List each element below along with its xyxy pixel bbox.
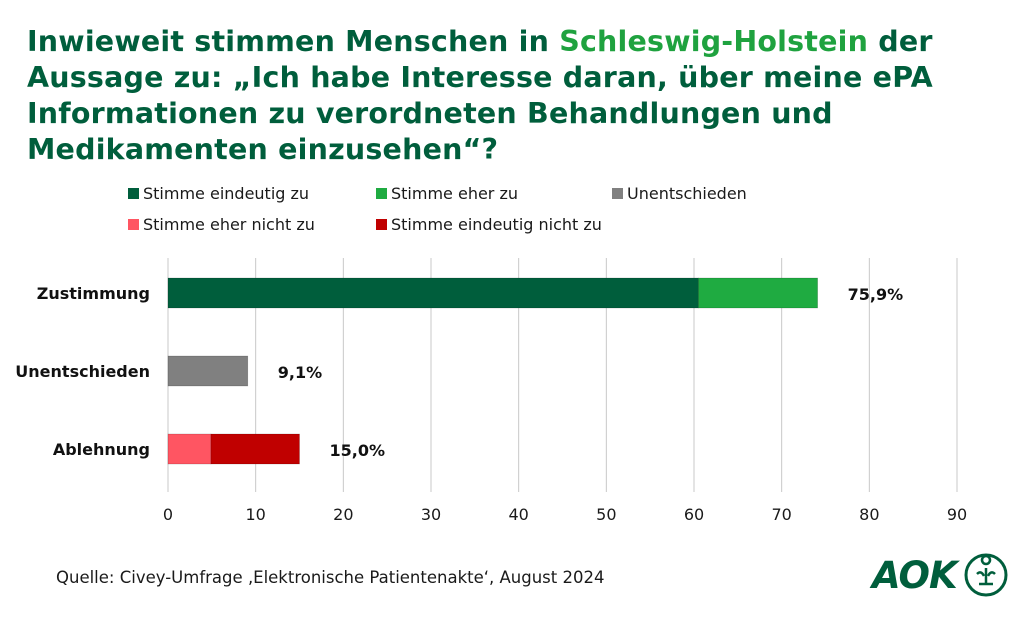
title-highlight: Schleswig-Holstein [559, 25, 869, 58]
bar-segment [210, 433, 300, 465]
category-labels: Zustimmung Unentschieden Ablehnung [15, 284, 150, 459]
legend-label: Stimme eher zu [391, 184, 519, 203]
category-label: Ablehnung [53, 440, 150, 459]
x-tick-label: 80 [859, 505, 879, 524]
legend-item: Stimme eindeutig nicht zu [376, 215, 602, 234]
legend-swatch [612, 188, 623, 199]
legend-swatch [376, 219, 387, 230]
legend-label: Stimme eindeutig zu [143, 184, 310, 203]
category-label: Unentschieden [15, 362, 150, 381]
bar-segment [167, 277, 699, 309]
x-tick-label: 70 [771, 505, 791, 524]
data-label: 9,1% [278, 363, 322, 382]
x-tick-label: 40 [508, 505, 528, 524]
data-label: 75,9% [848, 285, 904, 304]
data-labels: 75,9% 9,1% 15,0% [278, 285, 903, 460]
logo-text: AOK [872, 553, 958, 597]
bars [167, 277, 818, 465]
x-tick-label: 10 [245, 505, 265, 524]
x-tick-labels: 0 10 20 30 40 50 60 70 80 90 [163, 505, 967, 524]
bar-segment [698, 277, 818, 309]
category-label: Zustimmung [37, 284, 150, 303]
bar-segment [167, 433, 212, 465]
legend-item: Stimme eher zu [376, 184, 518, 203]
legend-swatch [128, 188, 139, 199]
aok-tree-icon [964, 553, 1008, 597]
x-tick-label: 30 [421, 505, 441, 524]
source-note: Quelle: Civey-Umfrage ‚Elektronische Pat… [56, 568, 605, 587]
title-text-rest: der Aussage zu: „Ich habe Interesse dara… [27, 25, 933, 166]
x-tick-label: 0 [163, 505, 173, 524]
legend-item: Stimme eher nicht zu [128, 215, 315, 234]
chart-title: Inwieweit stimmen Menschen in Schleswig-… [27, 24, 987, 168]
title-text: Inwieweit stimmen Menschen in [27, 25, 560, 58]
legend-label: Stimme eher nicht zu [143, 215, 315, 234]
legend-item: Unentschieden [612, 184, 747, 203]
legend-label: Stimme eindeutig nicht zu [391, 215, 602, 234]
x-tick-label: 50 [596, 505, 616, 524]
x-tick-label: 20 [333, 505, 353, 524]
legend-label: Unentschieden [627, 184, 747, 203]
aok-logo: AOK [872, 552, 1009, 598]
legend-swatch [376, 188, 387, 199]
bar-segment [167, 355, 249, 387]
x-tick-label: 60 [684, 505, 704, 524]
bar-chart: Zustimmung Unentschieden Ablehnung 75,9% 9,… [15, 258, 967, 524]
legend-item: Stimme eindeutig zu [128, 184, 309, 203]
legend-swatch [128, 219, 139, 230]
x-tick-label: 90 [947, 505, 967, 524]
data-label: 15,0% [330, 441, 386, 460]
